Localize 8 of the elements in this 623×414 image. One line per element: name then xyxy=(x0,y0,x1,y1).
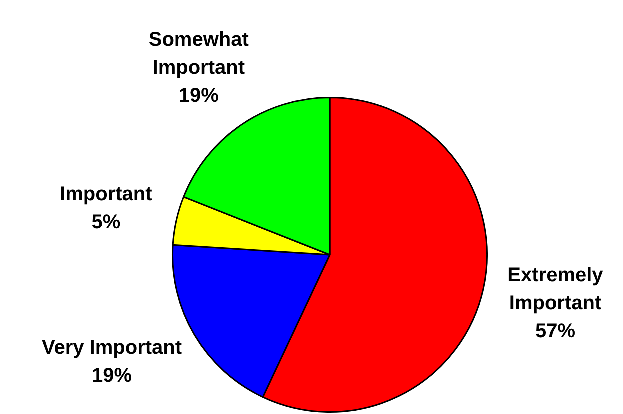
data-label: 5% xyxy=(92,211,121,234)
slice-label: Extremely Important xyxy=(508,264,604,315)
data-label: 19% xyxy=(92,365,132,388)
slice-label: Somewhat Important xyxy=(148,29,250,80)
slice-label: Very Important xyxy=(42,337,182,360)
data-label: 19% xyxy=(178,85,220,108)
slice-label: Important xyxy=(60,183,153,206)
data-label: 57% xyxy=(535,320,576,343)
